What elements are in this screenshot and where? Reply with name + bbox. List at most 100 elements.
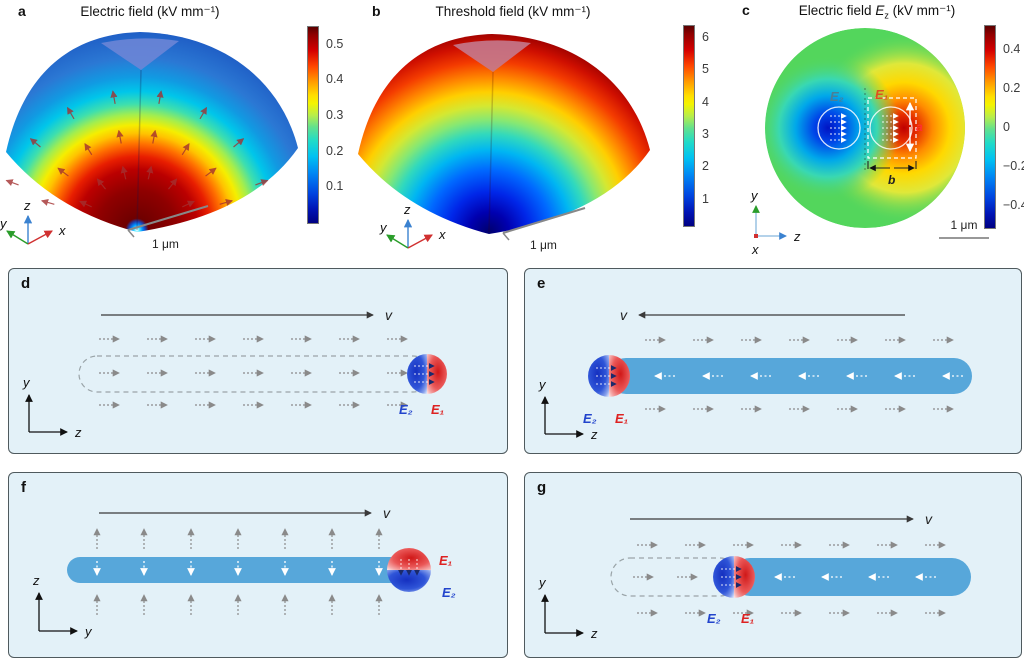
colorbar-tick: 0.4 <box>326 72 344 87</box>
panel-d: d v E₂ E₁ y z <box>8 268 508 454</box>
janus-sphere-d <box>407 354 447 394</box>
field-arrows-a <box>5 90 269 208</box>
panel-d-diagram: v E₂ E₁ y z <box>22 307 447 440</box>
panel-letter-b: b <box>372 3 381 19</box>
e2-label-d: E₂ <box>399 402 413 417</box>
field-arrow-rows-f <box>93 528 383 615</box>
scale-bar-a: 1 μm <box>127 205 209 251</box>
janus-sphere-g <box>713 556 755 598</box>
colorbar-tick: 1 <box>702 191 709 206</box>
dim-b-label: b <box>888 173 895 187</box>
axis-z-label-a: z <box>23 198 31 213</box>
axis-z-label-c: z <box>793 229 801 244</box>
panel-f: f v E₁ E₂ z y <box>8 472 508 658</box>
colorbar-tick: 4 <box>702 94 709 109</box>
dome-b-cut-line <box>488 71 494 233</box>
dimension-b-arrow: b <box>867 161 917 187</box>
e1-label-g: E₁ <box>741 611 754 626</box>
panel-e-diagram: v E₂ E₁ y z <box>538 307 972 442</box>
panel-letter-g: g <box>537 479 547 496</box>
panel-a-title: Electric field (kV mm⁻¹) <box>80 4 220 19</box>
e2-label-g: E₂ <box>707 611 721 626</box>
velocity-label-f: v <box>383 505 391 521</box>
velocity-label-e: v <box>620 307 628 323</box>
scale-label-b: 1 μm <box>530 238 557 252</box>
colorbar-tick: 3 <box>702 127 709 142</box>
panel-c-title-pre: Electric field <box>798 3 876 18</box>
scale-label-a: 1 μm <box>152 237 179 251</box>
dome-a-cut-line <box>136 69 142 231</box>
panel-c-title-sub: z <box>884 10 889 21</box>
trail-capsule-g <box>731 558 971 596</box>
dome-b <box>358 34 650 234</box>
particle-circle-right <box>869 106 913 150</box>
axis-x-label-c: x <box>751 242 759 257</box>
panel-letter-e: e <box>537 275 546 292</box>
e1-label-d: E₁ <box>431 402 444 417</box>
axis-y-label-e: y <box>538 377 547 392</box>
axis-y-label-c: y <box>750 188 759 203</box>
axis-y-label-g: y <box>538 575 547 590</box>
panel-letter-c: c <box>742 2 750 18</box>
axis-x-label-b: x <box>438 227 446 242</box>
field-arrow-rows-g <box>633 541 946 617</box>
dome-a <box>6 32 298 232</box>
e2-label-e: E₂ <box>583 411 597 426</box>
scale-label-c: 1 μm <box>951 218 978 232</box>
panel-c-title-post: (kV mm⁻¹) <box>888 3 956 18</box>
colorbar-tick: −0.4 <box>1003 197 1024 212</box>
velocity-label-g: v <box>925 511 933 527</box>
axis-y-label-a: y <box>0 216 8 231</box>
panel-letter-d: d <box>21 275 31 292</box>
colorbar-tick: 0.2 <box>1003 81 1021 96</box>
janus-sphere-e <box>588 355 630 397</box>
e2-label-c: E₂ <box>830 89 844 104</box>
dashed-rect-c <box>867 97 917 159</box>
field-map-c <box>765 28 965 228</box>
axis-z-label-b: z <box>403 202 411 217</box>
colorbar-tick: 5 <box>702 62 709 77</box>
axis-z-label-e: z <box>590 427 598 442</box>
dome-a-cut-notch <box>101 38 179 70</box>
axis-y-label-f: y <box>84 624 93 639</box>
colorbar-tick: 0 <box>1003 120 1010 134</box>
e1-label-e: E₁ <box>615 411 628 426</box>
panel-f-diagram: v E₁ E₂ z y <box>32 505 456 639</box>
e2-label-f: E₂ <box>442 585 456 600</box>
scale-bar-b: 1 μm <box>502 207 586 252</box>
axis-x-label-a: x <box>58 223 66 238</box>
axis-z-label-f: z <box>32 573 40 588</box>
trail-capsule-e <box>608 358 972 394</box>
particle-circle-left <box>817 106 861 150</box>
colorbar-a: 0.5 0.4 0.3 0.2 0.1 <box>307 26 371 224</box>
axes-e: y z <box>538 377 598 442</box>
panel-a-plot: 1 μm z x y <box>0 32 298 251</box>
panel-c-plot: a b E₂ E₁ 1 μm y z x <box>750 28 989 257</box>
panel-e: e v E₂ E₁ y z <box>524 268 1022 454</box>
colorbar-tick: 0.1 <box>326 179 344 194</box>
axis-triad-c: y z x <box>750 188 801 257</box>
panel-b-title: Threshold field (kV mm⁻¹) <box>435 4 591 19</box>
colorbar-tick: 0.2 <box>326 143 344 158</box>
colorbar-tick: 0.5 <box>326 36 344 51</box>
axes-d: y z <box>22 375 82 440</box>
scale-bar-c: 1 μm <box>939 218 989 239</box>
axes-f: z y <box>32 573 93 639</box>
particle-field-arrows-c <box>830 113 899 143</box>
field-arrow-rows-d <box>99 335 408 409</box>
colorbar-b-gradient <box>683 25 695 227</box>
panel-letter-f: f <box>21 479 26 496</box>
field-arrow-rows-e <box>645 336 963 413</box>
colorbar-tick: −0.2 <box>1003 158 1024 173</box>
panel-letter-a: a <box>18 3 26 19</box>
axis-z-label-d: z <box>74 425 82 440</box>
colorbar-tick: 2 <box>702 159 709 174</box>
axis-z-label-g: z <box>590 626 598 641</box>
colorbar-c: 0.4 0.2 0 −0.2 −0.4 <box>984 25 1024 229</box>
axes-g: y z <box>538 575 598 641</box>
dimension-a-arrow: a <box>905 101 923 153</box>
colorbar-tick: 0.4 <box>1003 42 1021 57</box>
e1-label-c: E₁ <box>875 87 888 102</box>
dim-a-label: a <box>916 120 923 134</box>
